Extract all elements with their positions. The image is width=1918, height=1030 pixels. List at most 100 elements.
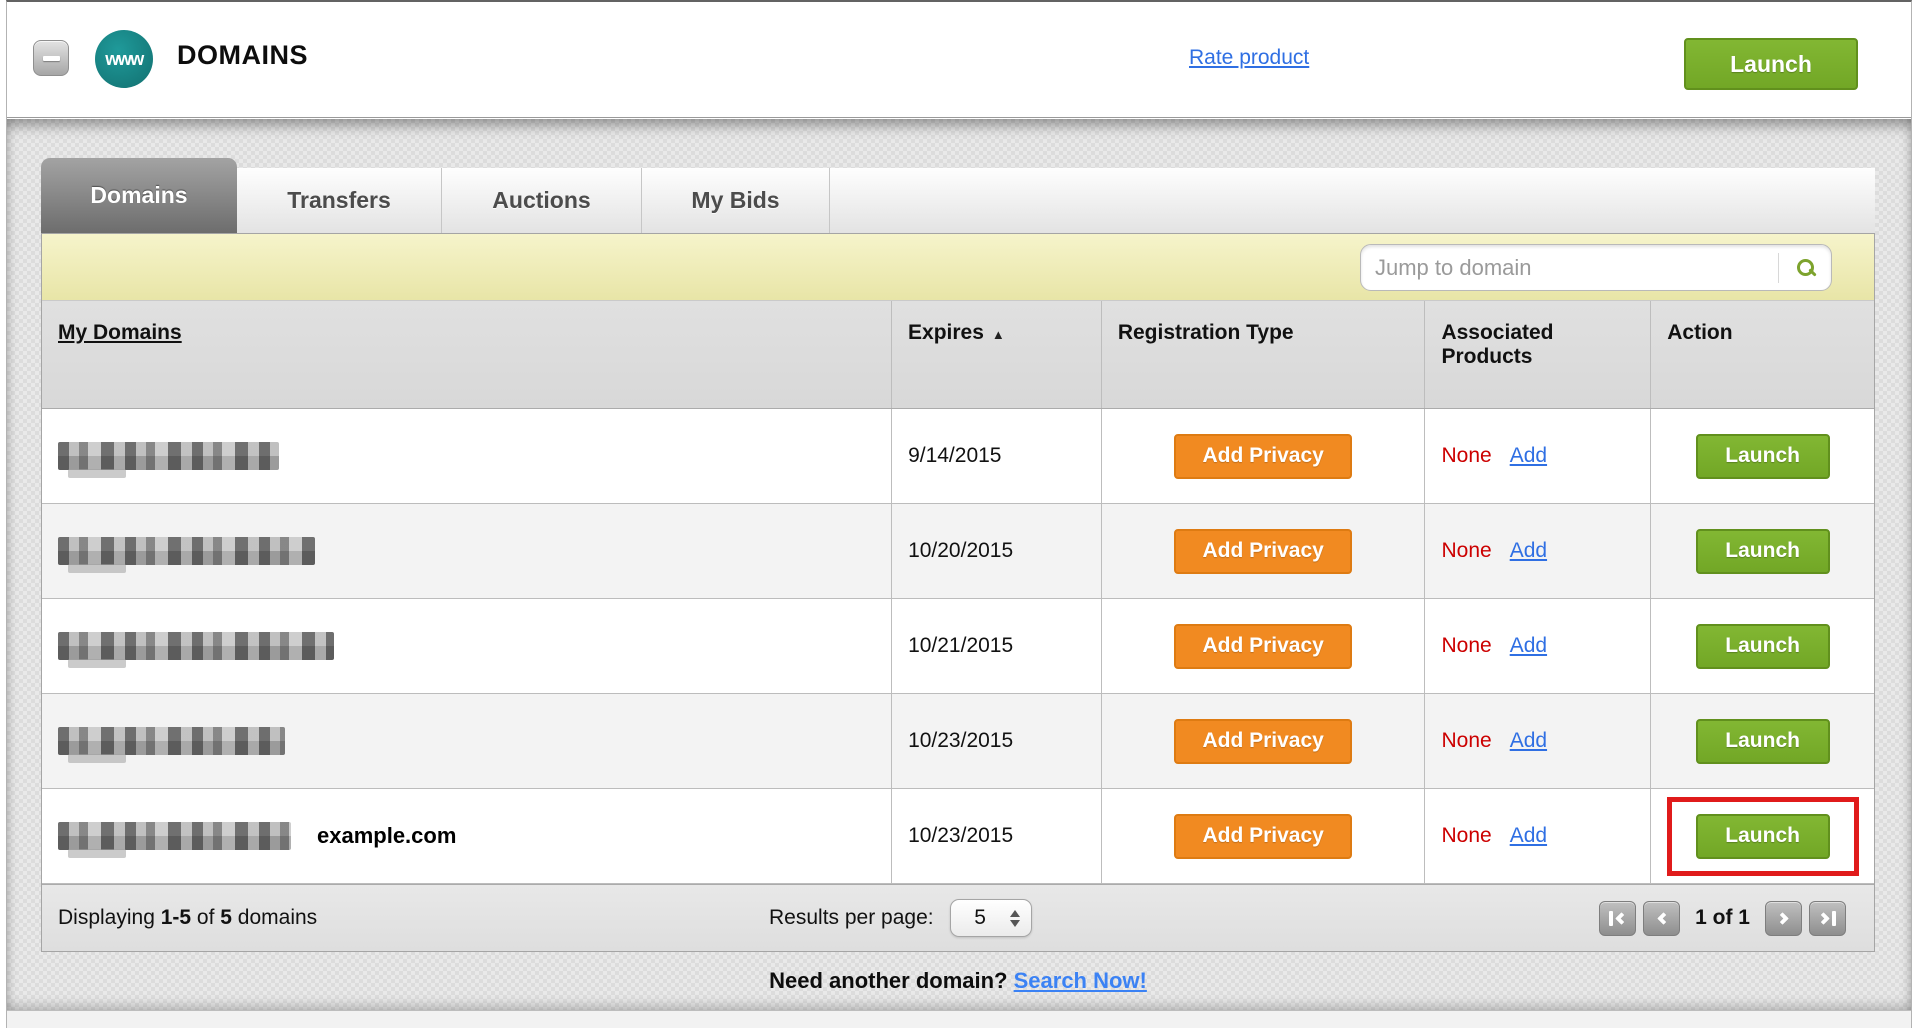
action-cell: Launch — [1650, 504, 1874, 598]
highlight-box: Launch — [1666, 796, 1859, 876]
domains-logo-icon: www — [95, 30, 153, 88]
associated-status: None — [1441, 634, 1492, 657]
launch-button[interactable]: Launch — [1695, 623, 1830, 669]
domain-cell — [42, 409, 891, 503]
registration-type-cell: Add Privacy — [1100, 504, 1425, 598]
redacted-domain-name — [58, 442, 279, 478]
table-footer: Displaying 1-5 of 5 domains Results per … — [42, 884, 1874, 951]
action-cell: Launch — [1650, 694, 1874, 788]
page-title: DOMAINS — [177, 40, 308, 70]
domain-annotation: example.com — [317, 823, 457, 848]
associated-status: None — [1441, 824, 1492, 847]
registration-type-cell: Add Privacy — [1100, 409, 1425, 503]
column-header-registration-type: Registration Type — [1100, 301, 1425, 408]
prev-page-button[interactable] — [1643, 900, 1681, 936]
associated-status: None — [1441, 444, 1492, 467]
launch-button[interactable]: Launch — [1695, 433, 1830, 479]
add-privacy-button[interactable]: Add Privacy — [1174, 813, 1353, 859]
column-header-action: Action — [1650, 301, 1874, 408]
bottom-strip — [7, 1010, 1911, 1028]
add-product-link[interactable]: Add — [1509, 539, 1548, 562]
expires-cell: 10/23/2015 — [891, 789, 1101, 883]
stepper-arrows-icon — [1009, 909, 1020, 927]
expires-cell: 9/14/2015 — [891, 409, 1101, 503]
domain-cell — [42, 599, 891, 693]
action-cell: Launch — [1650, 789, 1874, 883]
add-product-link[interactable]: Add — [1509, 729, 1548, 752]
search-button[interactable] — [1779, 245, 1831, 290]
first-page-button[interactable] — [1599, 900, 1637, 936]
first-page-icon — [1615, 911, 1629, 925]
need-domain-prompt: Need another domain? Search Now! — [769, 968, 1147, 993]
launch-product-button[interactable]: Launch — [1684, 38, 1858, 90]
next-page-button[interactable] — [1765, 900, 1802, 936]
last-page-icon — [1817, 911, 1830, 925]
associated-products-cell: None Add — [1424, 504, 1650, 598]
associated-products-cell: None Add — [1424, 409, 1650, 503]
content-band: Domains Transfers Auctions My Bids — [7, 119, 1911, 1010]
launch-button[interactable]: Launch — [1695, 528, 1830, 574]
module-header: www DOMAINS Rate product Launch — [7, 2, 1911, 118]
table-header-row: My Domains Expires ▲ Registration Type As… — [42, 301, 1874, 409]
search-input[interactable] — [1361, 254, 1778, 281]
collapse-module-button[interactable] — [33, 40, 69, 76]
last-page-button[interactable] — [1809, 900, 1846, 936]
column-header-my-domains: My Domains — [42, 301, 891, 408]
redacted-domain-name — [58, 727, 285, 763]
table-row: 10/20/2015 Add Privacy None Add Launch — [42, 504, 1874, 599]
redacted-domain-name — [58, 537, 315, 573]
add-product-link[interactable]: Add — [1509, 444, 1548, 467]
action-cell: Launch — [1650, 409, 1874, 503]
my-domains-sort-link[interactable]: My Domains — [58, 321, 182, 344]
table-row: 10/21/2015 Add Privacy None Add Launch — [42, 599, 1874, 694]
page-status: 1 of 1 — [1695, 906, 1750, 929]
table-row: 9/14/2015 Add Privacy None Add Launch — [42, 409, 1874, 504]
magnifier-icon — [1796, 259, 1814, 276]
domain-cell — [42, 504, 891, 598]
next-page-icon — [1775, 911, 1789, 925]
sort-asc-icon: ▲ — [991, 327, 1005, 342]
redacted-domain-name — [58, 632, 334, 668]
registration-type-cell: Add Privacy — [1100, 789, 1425, 883]
displaying-status: Displaying 1-5 of 5 domains — [58, 906, 318, 929]
table-row-example-com: example.com 10/23/2015 Add Privacy None A… — [42, 789, 1874, 884]
app-window: www DOMAINS Rate product Launch Domains … — [6, 0, 1912, 1028]
tab-transfers[interactable]: Transfers — [237, 168, 442, 233]
tab-domains[interactable]: Domains — [41, 158, 237, 233]
pagination: 1 of 1 — [1599, 885, 1846, 951]
domain-cell: example.com — [42, 789, 891, 883]
action-cell: Launch — [1650, 599, 1874, 693]
expires-cell: 10/23/2015 — [891, 694, 1101, 788]
expires-cell: 10/20/2015 — [891, 504, 1101, 598]
results-per-page-select[interactable]: 5 — [949, 899, 1032, 937]
add-privacy-button[interactable]: Add Privacy — [1174, 718, 1353, 764]
add-product-link[interactable]: Add — [1509, 634, 1548, 657]
jump-to-domain-searchbox — [1360, 244, 1832, 291]
expires-cell: 10/21/2015 — [891, 599, 1101, 693]
add-privacy-button[interactable]: Add Privacy — [1174, 623, 1353, 669]
associated-products-cell: None Add — [1424, 789, 1650, 883]
add-product-link[interactable]: Add — [1509, 824, 1548, 847]
domains-table-panel: My Domains Expires▲ Registration Type As… — [41, 233, 1875, 952]
results-per-page-value: 5 — [974, 906, 986, 929]
search-now-link[interactable]: Search Now! — [1013, 968, 1147, 993]
registration-type-cell: Add Privacy — [1100, 694, 1425, 788]
rate-product-link[interactable]: Rate product — [1189, 46, 1310, 69]
results-per-page-label: Results per page: — [769, 906, 934, 929]
tab-auctions[interactable]: Auctions — [442, 168, 642, 233]
logo-text: www — [105, 48, 144, 69]
tab-my-bids[interactable]: My Bids — [642, 168, 830, 233]
associated-status: None — [1441, 539, 1492, 562]
redacted-domain-name — [58, 822, 291, 858]
add-privacy-button[interactable]: Add Privacy — [1174, 528, 1353, 574]
associated-products-cell: None Add — [1424, 694, 1650, 788]
search-bar — [42, 234, 1874, 301]
add-privacy-button[interactable]: Add Privacy — [1174, 433, 1353, 479]
launch-button[interactable]: Launch — [1695, 718, 1830, 764]
launch-button-highlighted[interactable]: Launch — [1695, 813, 1830, 859]
prev-page-icon — [1656, 911, 1670, 925]
associated-status: None — [1441, 729, 1492, 752]
associated-products-cell: None Add — [1424, 599, 1650, 693]
column-header-expires[interactable]: Expires ▲ — [891, 301, 1101, 408]
table-row: 10/23/2015 Add Privacy None Add Launch — [42, 694, 1874, 789]
